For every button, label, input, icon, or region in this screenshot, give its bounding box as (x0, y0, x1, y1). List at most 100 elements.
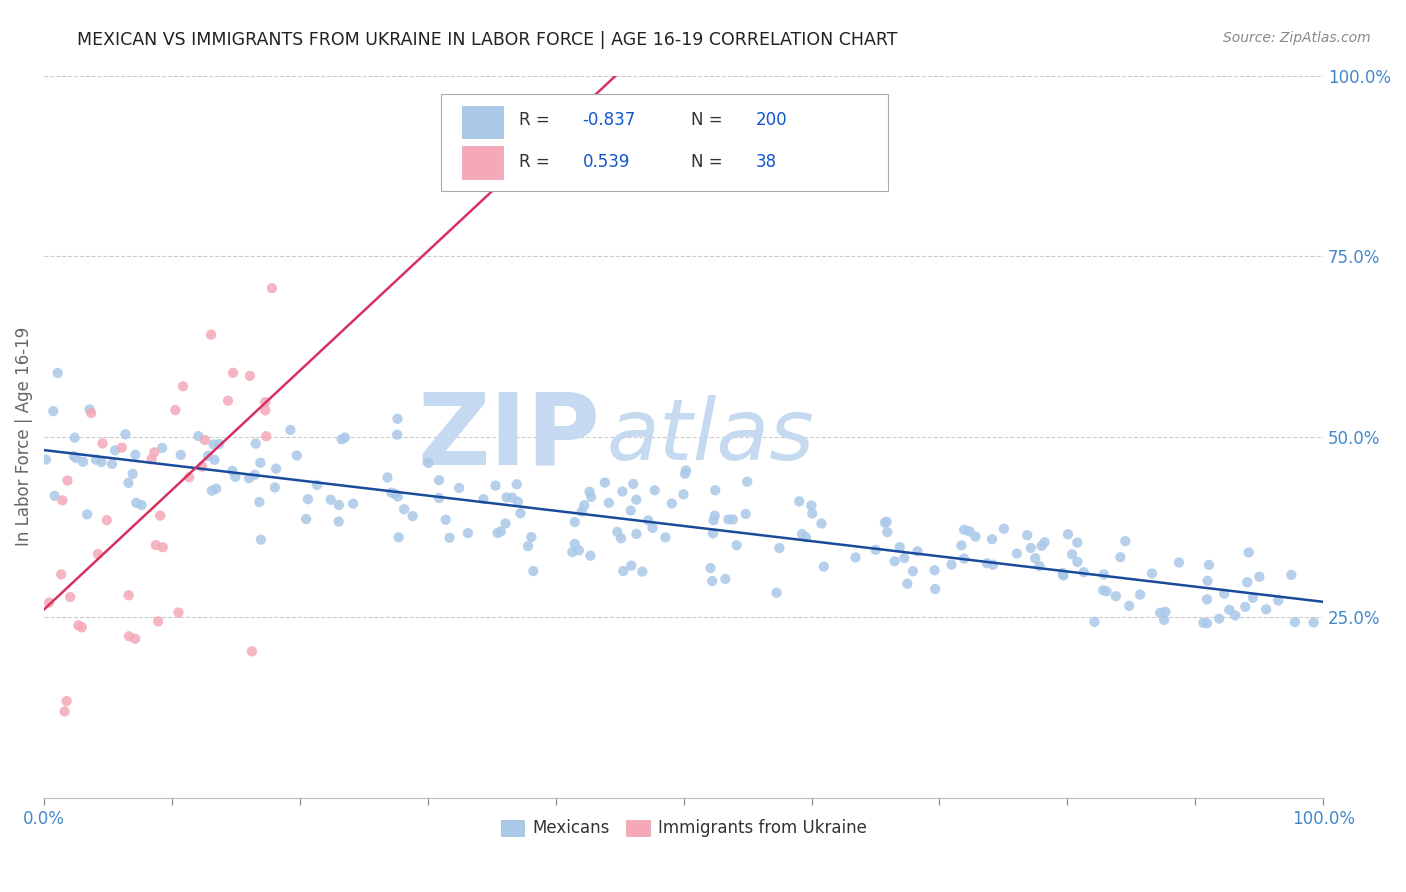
Point (993, 522, 1015, 536)
Point (564, 537, 586, 551)
Point (1066, 555, 1088, 569)
Point (1114, 534, 1136, 549)
Point (1083, 615, 1105, 629)
Legend: Mexicans, Immigrants from Ukraine: Mexicans, Immigrants from Ukraine (494, 813, 873, 844)
Point (810, 516, 832, 531)
Point (328, 498, 350, 512)
Text: ZIP: ZIP (418, 388, 600, 485)
Point (620, 503, 643, 517)
Point (579, 490, 602, 504)
Point (1208, 612, 1230, 626)
Text: N =: N = (692, 153, 723, 171)
Point (59, 590, 82, 604)
Point (1267, 593, 1289, 607)
Point (725, 538, 748, 552)
Point (520, 530, 543, 544)
Point (950, 538, 973, 552)
Point (62, 449, 84, 463)
Point (735, 475, 758, 489)
Point (1118, 599, 1140, 613)
Point (222, 366, 245, 380)
Point (79, 402, 101, 417)
Point (167, 606, 190, 620)
Point (51, 567, 73, 582)
FancyBboxPatch shape (463, 146, 503, 179)
Point (149, 508, 172, 523)
Point (245, 436, 267, 450)
Point (1168, 556, 1191, 570)
Point (63, 431, 86, 445)
Y-axis label: In Labor Force | Age 16-19: In Labor Force | Age 16-19 (15, 327, 32, 547)
Point (170, 448, 193, 462)
Point (87, 547, 110, 561)
Point (1279, 568, 1302, 582)
Point (51, 493, 73, 508)
Point (187, 429, 209, 443)
Point (330, 433, 353, 447)
Point (495, 516, 517, 531)
Point (401, 509, 423, 524)
Point (564, 515, 586, 529)
Point (598, 496, 620, 510)
Point (610, 531, 633, 545)
Point (637, 513, 659, 527)
Point (427, 473, 450, 487)
Point (249, 456, 271, 470)
Point (1052, 566, 1074, 580)
Point (673, 467, 696, 481)
Point (104, 443, 127, 458)
Point (197, 449, 219, 463)
Point (38, 596, 60, 610)
Point (141, 452, 163, 467)
Point (876, 525, 898, 540)
Point (384, 487, 406, 501)
Point (495, 491, 517, 505)
Point (661, 496, 683, 510)
Text: R =: R = (519, 153, 550, 171)
Point (114, 427, 136, 442)
Text: atlas: atlas (607, 395, 815, 478)
Point (579, 549, 602, 563)
Point (626, 492, 648, 507)
Point (1066, 535, 1088, 549)
Point (200, 327, 222, 342)
Point (319, 492, 342, 507)
Point (90, 455, 112, 469)
Text: N =: N = (692, 112, 723, 129)
Text: -0.837: -0.837 (582, 112, 636, 129)
Point (509, 506, 531, 520)
Point (702, 574, 724, 588)
Point (813, 559, 835, 574)
Point (965, 530, 987, 544)
Point (1095, 584, 1118, 599)
Point (1052, 567, 1074, 582)
Point (65, 450, 87, 465)
Point (1028, 559, 1050, 574)
Point (734, 507, 756, 521)
Point (1256, 602, 1278, 616)
Point (1092, 583, 1115, 598)
Point (787, 494, 810, 508)
Point (506, 494, 529, 508)
Point (1192, 615, 1215, 630)
Point (1019, 541, 1042, 555)
Point (254, 403, 277, 417)
Point (1092, 567, 1115, 582)
Point (981, 533, 1004, 547)
Point (111, 441, 134, 455)
Point (385, 427, 408, 442)
Point (131, 498, 153, 512)
Point (489, 524, 512, 539)
Text: MEXICAN VS IMMIGRANTS FROM UKRAINE IN LABOR FORCE | AGE 16-19 CORRELATION CHART: MEXICAN VS IMMIGRANTS FROM UKRAINE IN LA… (77, 31, 898, 49)
Point (392, 502, 415, 516)
Point (56, 474, 79, 488)
Point (1234, 599, 1257, 614)
Point (578, 484, 600, 499)
Point (1284, 615, 1306, 629)
Point (765, 586, 787, 600)
Point (620, 558, 643, 573)
Point (439, 531, 461, 545)
Point (486, 525, 509, 540)
Point (896, 576, 918, 591)
Point (191, 459, 214, 474)
